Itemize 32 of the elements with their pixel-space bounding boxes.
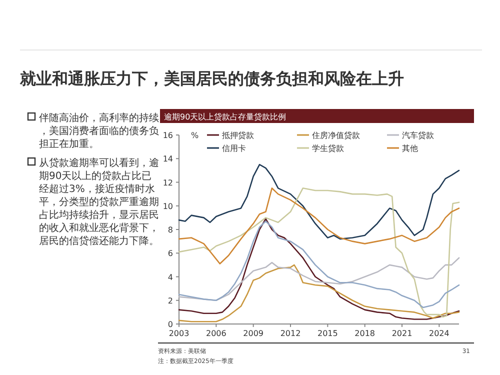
x-tick-label: 2003 (168, 329, 190, 338)
legend-label: 汽车贷款 (402, 131, 434, 140)
y-tick-label: 8 (168, 226, 173, 234)
chart-subtitle: 逾期90天以上贷款占存量贷款比例 (164, 112, 286, 122)
line-series (178, 188, 460, 264)
y-axis-title: % (191, 131, 199, 140)
y-tick-label: 4 (168, 272, 173, 282)
line-series (178, 257, 460, 302)
y-tick-label: 10 (162, 202, 173, 211)
x-tick-label: 2012 (280, 329, 301, 338)
y-tick-label: 6 (168, 249, 173, 258)
x-tick-label: 2009 (243, 329, 264, 338)
text: 伴随高油价，高利率的持续，美国消费者面临的债务负担正在加重。 (39, 112, 159, 150)
legend-label: 抵押贷款 (221, 131, 254, 140)
y-tick-label: 16 (162, 131, 173, 140)
x-tick-label: 2006 (206, 329, 226, 338)
x-tick-label: 2015 (317, 329, 338, 338)
x-tick-label: 2018 (354, 329, 376, 338)
x-tick-label: 2024 (428, 329, 450, 338)
y-tick-label: 14 (162, 154, 173, 164)
legend-label: 学生贷款 (312, 144, 344, 153)
y-tick-label: 12 (162, 178, 173, 188)
y-tick-label: 0 (168, 320, 173, 329)
x-tick-label: 2021 (392, 329, 412, 338)
text: 从贷款逾期率可以看到，逾期90天以上的贷款占比已经超过3%，接近疫情时水平，分类型的贷款严重逾期占比均持续抬升，显示居民的收入和就业恶化背景下，居民的信贷偿还能力下降。 (39, 157, 159, 247)
line-series (178, 188, 460, 318)
legend-label: 其他 (402, 144, 418, 153)
line-series (178, 164, 460, 240)
legend-label: 住房净值贷款 (312, 131, 360, 140)
legend-label: 信用卡 (222, 144, 246, 153)
y-tick-label: 2 (168, 296, 173, 306)
chart-title: 就业和通胀压力下，美国居民的债务负担和风险在上升 (19, 69, 404, 88)
